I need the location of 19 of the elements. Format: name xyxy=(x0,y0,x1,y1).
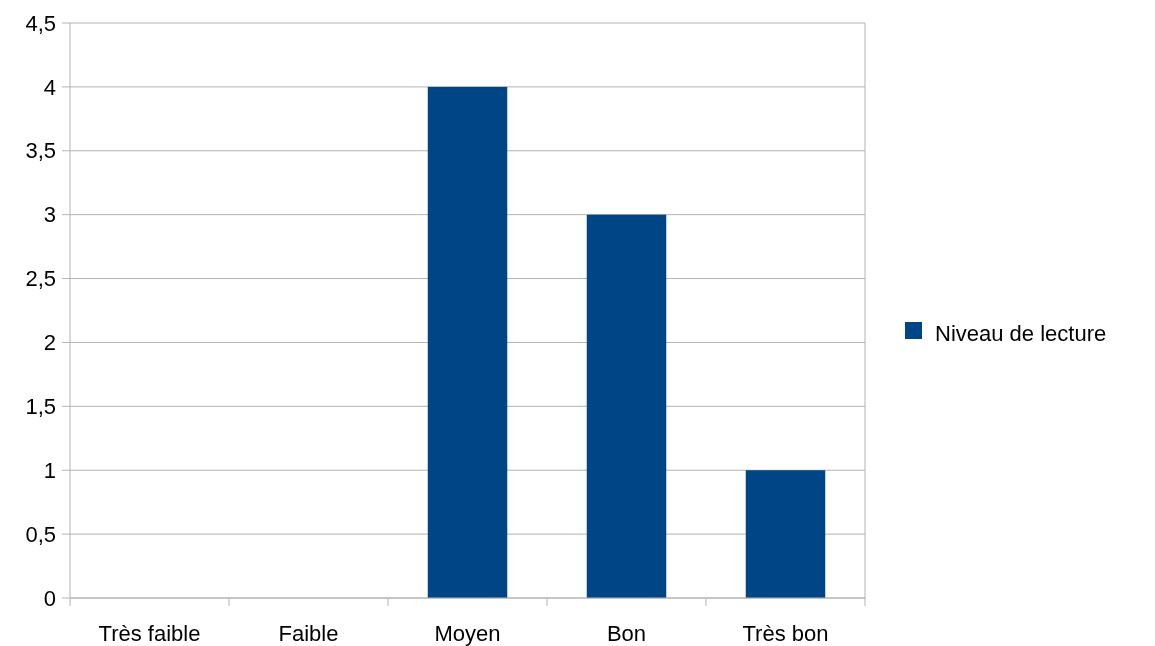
y-tick-label: 4,5 xyxy=(25,10,56,36)
y-tick-label: 0 xyxy=(43,585,56,611)
bar xyxy=(586,214,667,598)
x-tick-label: Moyen xyxy=(434,621,501,646)
x-tick-label: Bon xyxy=(606,621,647,646)
x-tick-label: Très bon xyxy=(742,621,829,646)
bar xyxy=(745,470,826,598)
y-tick-label: 3,5 xyxy=(25,138,56,164)
y-tick-label: 0,5 xyxy=(25,521,56,547)
legend-label: Niveau de lecture xyxy=(935,321,1107,346)
y-tick-label: 2,5 xyxy=(25,266,56,292)
y-tick-label: 1 xyxy=(43,457,56,483)
y-tick-label: 1,5 xyxy=(25,394,56,420)
y-tick-label: 3 xyxy=(43,202,56,228)
y-tick-label: 2 xyxy=(43,330,56,356)
y-tick-label: 4 xyxy=(43,74,56,100)
x-tick-label: Faible xyxy=(278,621,339,646)
bar xyxy=(427,86,508,598)
x-tick-label: Très faible xyxy=(98,621,201,646)
